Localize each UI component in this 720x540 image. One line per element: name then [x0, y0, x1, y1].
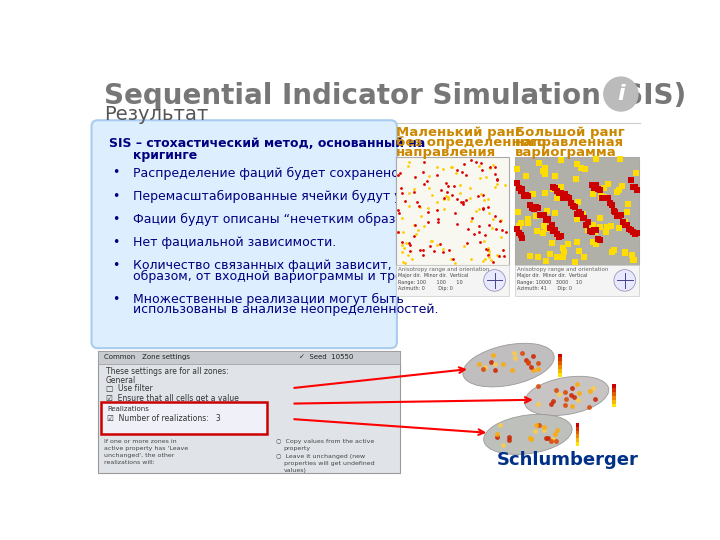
- FancyBboxPatch shape: [91, 120, 397, 348]
- Text: unchanged', the other: unchanged', the other: [104, 453, 174, 458]
- FancyBboxPatch shape: [101, 402, 266, 434]
- Text: active property has 'Leave: active property has 'Leave: [104, 446, 188, 451]
- Bar: [612, 400, 616, 403]
- Text: Маленький ранг: Маленький ранг: [396, 126, 522, 139]
- Text: Azimuth: 0         Dip: 0: Azimuth: 0 Dip: 0: [398, 286, 453, 291]
- Text: Распределение фаций будет сохранено.: Распределение фаций будет сохранено.: [133, 166, 403, 179]
- Bar: [612, 392, 616, 396]
- Bar: [558, 369, 562, 373]
- Bar: [396, 157, 508, 265]
- Bar: [612, 396, 616, 400]
- Text: General: General: [106, 376, 136, 385]
- Text: •: •: [112, 259, 119, 272]
- Bar: [612, 403, 616, 408]
- Text: Anisotropy range and orientation: Anisotropy range and orientation: [517, 267, 608, 272]
- Bar: [612, 388, 616, 392]
- Text: □  Use filter: □ Use filter: [106, 384, 152, 393]
- Circle shape: [604, 77, 638, 111]
- Text: Нет фациальной зависимости.: Нет фациальной зависимости.: [133, 236, 337, 249]
- Ellipse shape: [525, 376, 608, 415]
- Text: These settings are for all zones:: These settings are for all zones:: [106, 367, 228, 376]
- Bar: [558, 373, 562, 377]
- Bar: [575, 427, 580, 430]
- Text: i: i: [617, 84, 625, 104]
- Text: использованы в анализе неопределенностей.: использованы в анализе неопределенностей…: [133, 303, 439, 316]
- Text: If one or more zones in: If one or more zones in: [104, 439, 176, 444]
- Text: •: •: [112, 190, 119, 202]
- Text: Major dir.  Minor dir.  Vertical: Major dir. Minor dir. Vertical: [398, 273, 469, 279]
- Text: Sequential Indicator Simulation (SIS): Sequential Indicator Simulation (SIS): [104, 82, 686, 110]
- Text: Common   Zone settings: Common Zone settings: [104, 354, 190, 360]
- Text: •: •: [112, 166, 119, 179]
- Text: Большой ранг: Большой ранг: [515, 126, 624, 139]
- Text: Anisotropy range and orientation: Anisotropy range and orientation: [398, 267, 490, 272]
- Text: ☑  Ensure that all cells get a value: ☑ Ensure that all cells get a value: [106, 394, 238, 403]
- Text: Range: 10000   3000     10: Range: 10000 3000 10: [517, 280, 582, 285]
- Text: SIS – стохастический метод, основанный на: SIS – стохастический метод, основанный н…: [109, 137, 425, 150]
- Text: Фации будут описаны “нечетким образом”.: Фации будут описаны “нечетким образом”.: [133, 213, 423, 226]
- Bar: [98, 351, 400, 473]
- Bar: [558, 354, 562, 357]
- Bar: [98, 351, 400, 363]
- Text: Результат: Результат: [104, 105, 208, 124]
- Bar: [612, 384, 616, 388]
- Bar: [575, 434, 580, 438]
- Bar: [396, 265, 508, 296]
- Text: кригинге: кригинге: [133, 150, 198, 163]
- Text: property: property: [284, 446, 311, 451]
- Bar: [558, 365, 562, 369]
- Text: Azimuth: 41       Dip: 0: Azimuth: 41 Dip: 0: [517, 286, 572, 291]
- Text: •: •: [112, 213, 119, 226]
- Text: Range: 100       100       10: Range: 100 100 10: [398, 280, 463, 285]
- Bar: [575, 438, 580, 442]
- Text: ☑  Number of realizations:   3: ☑ Number of realizations: 3: [107, 414, 221, 423]
- Text: Major dir.  Minor dir.  Vertical: Major dir. Minor dir. Vertical: [517, 273, 588, 279]
- Text: направленная: направленная: [515, 137, 624, 150]
- Ellipse shape: [463, 343, 554, 387]
- Circle shape: [614, 269, 636, 291]
- Bar: [515, 157, 639, 265]
- Text: вариограмма: вариограмма: [515, 146, 616, 159]
- Text: properties will get undefined: properties will get undefined: [284, 461, 374, 467]
- Ellipse shape: [484, 414, 572, 455]
- Text: ○  Copy values from the active: ○ Copy values from the active: [276, 439, 374, 444]
- Text: Множественные реализации могут быть: Множественные реализации могут быть: [133, 293, 404, 306]
- Text: •: •: [112, 293, 119, 306]
- Text: realizations will:: realizations will:: [104, 460, 155, 465]
- Text: Количество связанных фаций зависит, главным: Количество связанных фаций зависит, глав…: [133, 259, 454, 272]
- Text: образом, от входной вариограммы и трендов.: образом, от входной вариограммы и трендо…: [133, 269, 439, 283]
- Circle shape: [484, 269, 505, 291]
- Text: •: •: [112, 236, 119, 249]
- Bar: [575, 423, 580, 427]
- Bar: [558, 361, 562, 365]
- Bar: [515, 265, 639, 296]
- Bar: [575, 442, 580, 446]
- Bar: [575, 430, 580, 434]
- Text: ✓  Seed  10550: ✓ Seed 10550: [300, 354, 354, 360]
- Text: направления: направления: [396, 146, 496, 159]
- Bar: [558, 357, 562, 361]
- Text: values): values): [284, 468, 307, 473]
- Text: Realizations: Realizations: [107, 406, 149, 412]
- Text: Schlumberger: Schlumberger: [497, 451, 639, 469]
- Text: ○  Leave it unchanged (new: ○ Leave it unchanged (new: [276, 455, 365, 460]
- Text: Перемасштабированные ячейки будут учтены.: Перемасштабированные ячейки будут учтены…: [133, 190, 446, 202]
- Text: без определенного: без определенного: [396, 137, 546, 150]
